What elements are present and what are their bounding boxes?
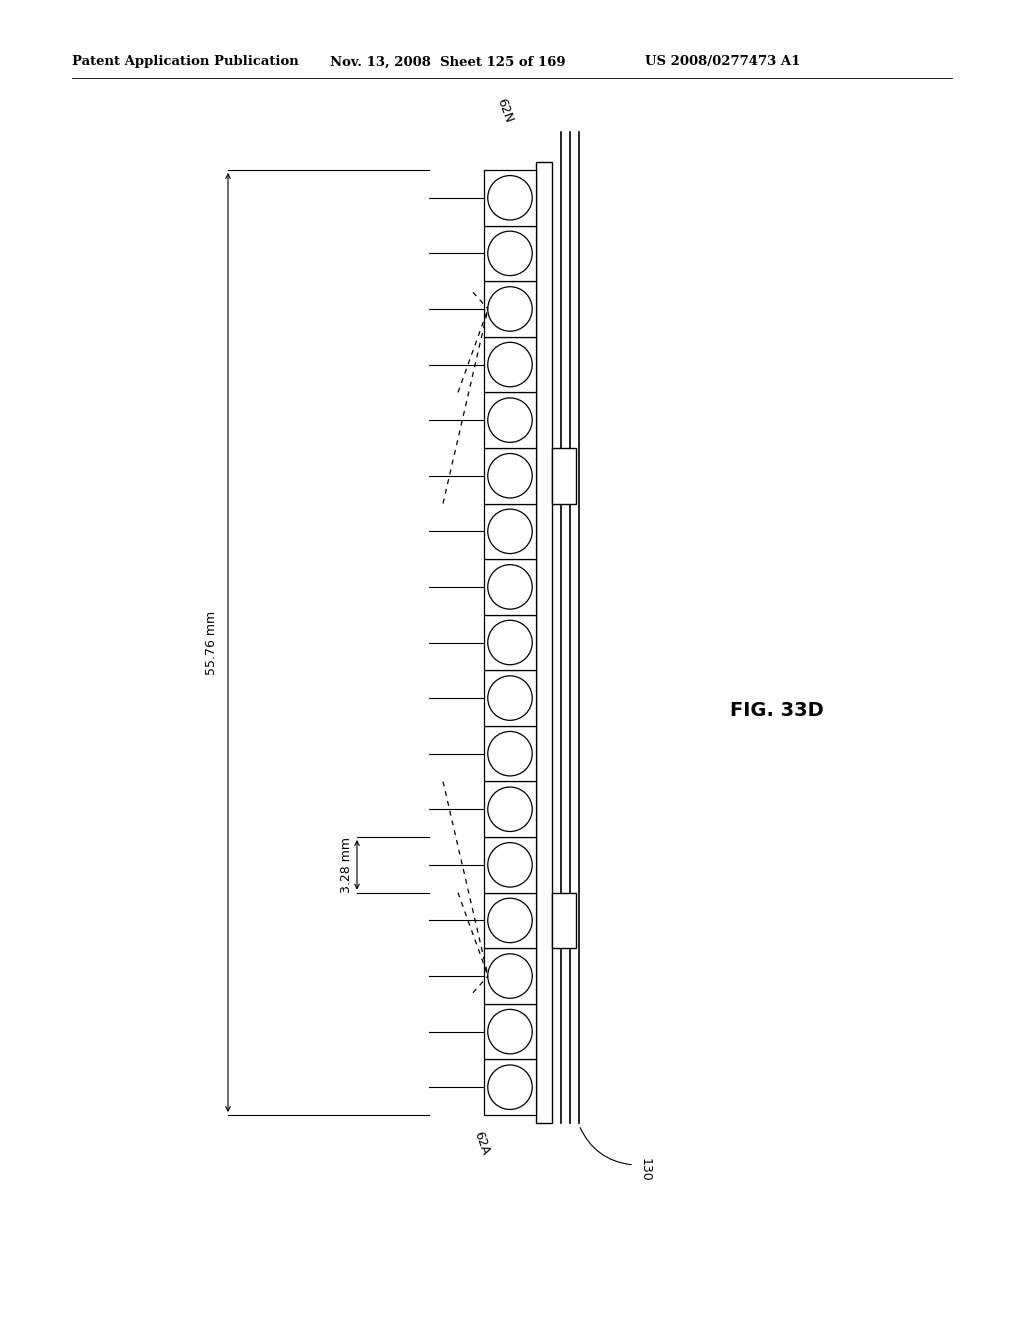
Text: 62N: 62N bbox=[495, 96, 515, 125]
Text: 130: 130 bbox=[639, 1158, 652, 1181]
Text: 55.76 mm: 55.76 mm bbox=[205, 610, 218, 675]
Bar bbox=[484, 503, 536, 560]
Bar bbox=[536, 162, 552, 1123]
Circle shape bbox=[487, 286, 532, 331]
Circle shape bbox=[487, 620, 532, 665]
Bar bbox=[484, 226, 536, 281]
Bar bbox=[484, 337, 536, 392]
Bar bbox=[484, 1003, 536, 1060]
Bar bbox=[484, 170, 536, 226]
Text: FIG. 33D: FIG. 33D bbox=[730, 701, 823, 719]
Text: US 2008/0277473 A1: US 2008/0277473 A1 bbox=[645, 55, 801, 69]
Bar bbox=[484, 560, 536, 615]
Bar bbox=[552, 447, 575, 503]
Circle shape bbox=[487, 176, 532, 220]
Bar bbox=[552, 892, 575, 948]
Circle shape bbox=[487, 842, 532, 887]
Circle shape bbox=[487, 231, 532, 276]
Circle shape bbox=[487, 1065, 532, 1109]
Bar bbox=[484, 1060, 536, 1115]
Circle shape bbox=[487, 1010, 532, 1053]
Bar bbox=[484, 726, 536, 781]
Text: 62A: 62A bbox=[472, 1130, 493, 1158]
Text: Patent Application Publication: Patent Application Publication bbox=[72, 55, 299, 69]
Circle shape bbox=[487, 342, 532, 387]
Bar bbox=[484, 671, 536, 726]
Text: Nov. 13, 2008  Sheet 125 of 169: Nov. 13, 2008 Sheet 125 of 169 bbox=[330, 55, 565, 69]
Bar bbox=[484, 948, 536, 1003]
Circle shape bbox=[487, 565, 532, 609]
Bar bbox=[484, 781, 536, 837]
Circle shape bbox=[487, 898, 532, 942]
Bar bbox=[484, 281, 536, 337]
Circle shape bbox=[487, 676, 532, 721]
Bar bbox=[484, 447, 536, 503]
Circle shape bbox=[487, 510, 532, 553]
Circle shape bbox=[487, 954, 532, 998]
Bar bbox=[484, 615, 536, 671]
Bar bbox=[484, 892, 536, 948]
Bar bbox=[484, 392, 536, 447]
Circle shape bbox=[487, 731, 532, 776]
Text: 3.28 mm: 3.28 mm bbox=[340, 837, 353, 892]
Bar bbox=[484, 837, 536, 892]
Circle shape bbox=[487, 454, 532, 498]
Circle shape bbox=[487, 787, 532, 832]
Circle shape bbox=[487, 397, 532, 442]
